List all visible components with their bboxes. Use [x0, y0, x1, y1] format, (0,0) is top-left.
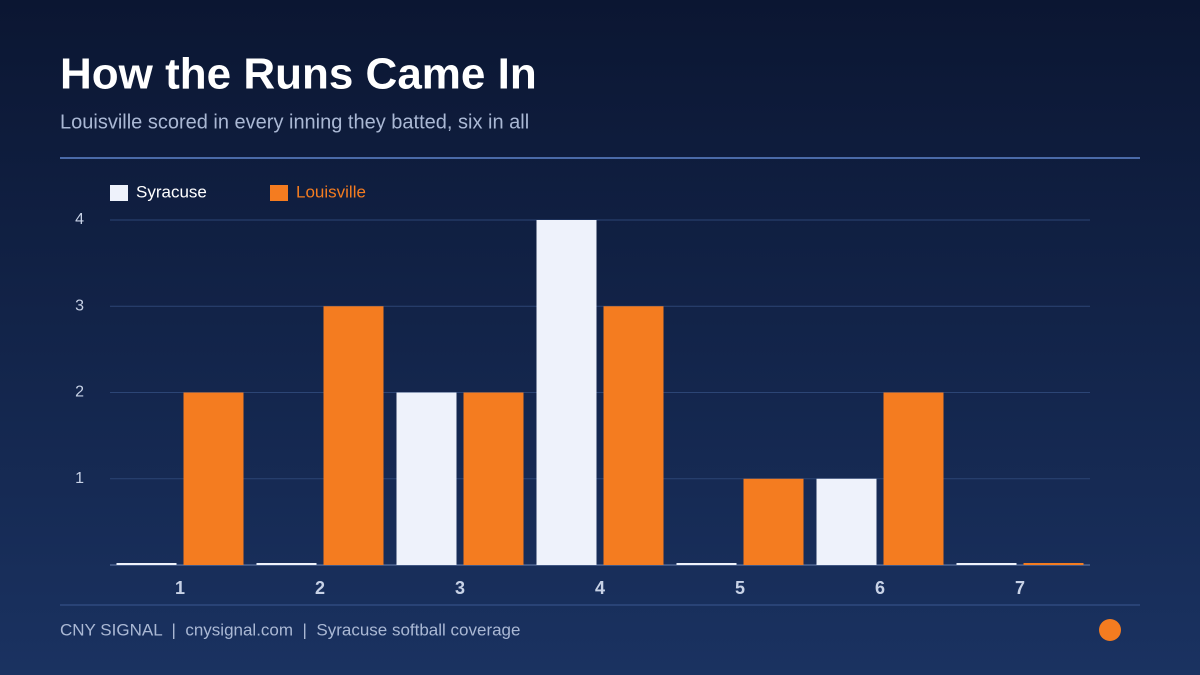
chart-subtitle: Louisville scored in every inning they b…	[60, 111, 529, 133]
footer: CNY SIGNAL | cnysignal.com | Syracuse so…	[60, 620, 520, 639]
x-tick-label: 2	[315, 578, 325, 598]
legend-label: Louisville	[296, 182, 366, 201]
bar	[816, 478, 877, 565]
bar	[463, 392, 524, 565]
bar	[396, 392, 457, 565]
x-tick-label: 7	[1015, 578, 1025, 598]
x-tick-label: 1	[175, 578, 185, 598]
legend-label: Syracuse	[136, 182, 207, 201]
y-tick-label: 3	[75, 297, 84, 314]
x-tick-label: 4	[595, 578, 605, 598]
bar	[956, 563, 1017, 565]
legend-swatch	[270, 185, 288, 201]
legend-swatch	[110, 185, 128, 201]
bar	[676, 563, 737, 565]
x-tick-label: 3	[455, 578, 465, 598]
x-tick-label: 5	[735, 578, 745, 598]
bar	[1023, 563, 1084, 565]
bar	[256, 563, 317, 565]
y-tick-label: 4	[75, 211, 84, 228]
chart-title: How the Runs Came In	[60, 50, 537, 99]
bar	[183, 392, 244, 565]
bar	[603, 306, 664, 565]
x-tick-label: 6	[875, 578, 885, 598]
brand-dot	[1099, 619, 1121, 641]
bar	[743, 478, 804, 565]
y-tick-label: 2	[75, 384, 84, 401]
bar	[323, 306, 384, 565]
y-tick-label: 1	[75, 470, 84, 487]
bar	[883, 392, 944, 565]
bar	[116, 563, 177, 565]
bar	[536, 220, 597, 565]
